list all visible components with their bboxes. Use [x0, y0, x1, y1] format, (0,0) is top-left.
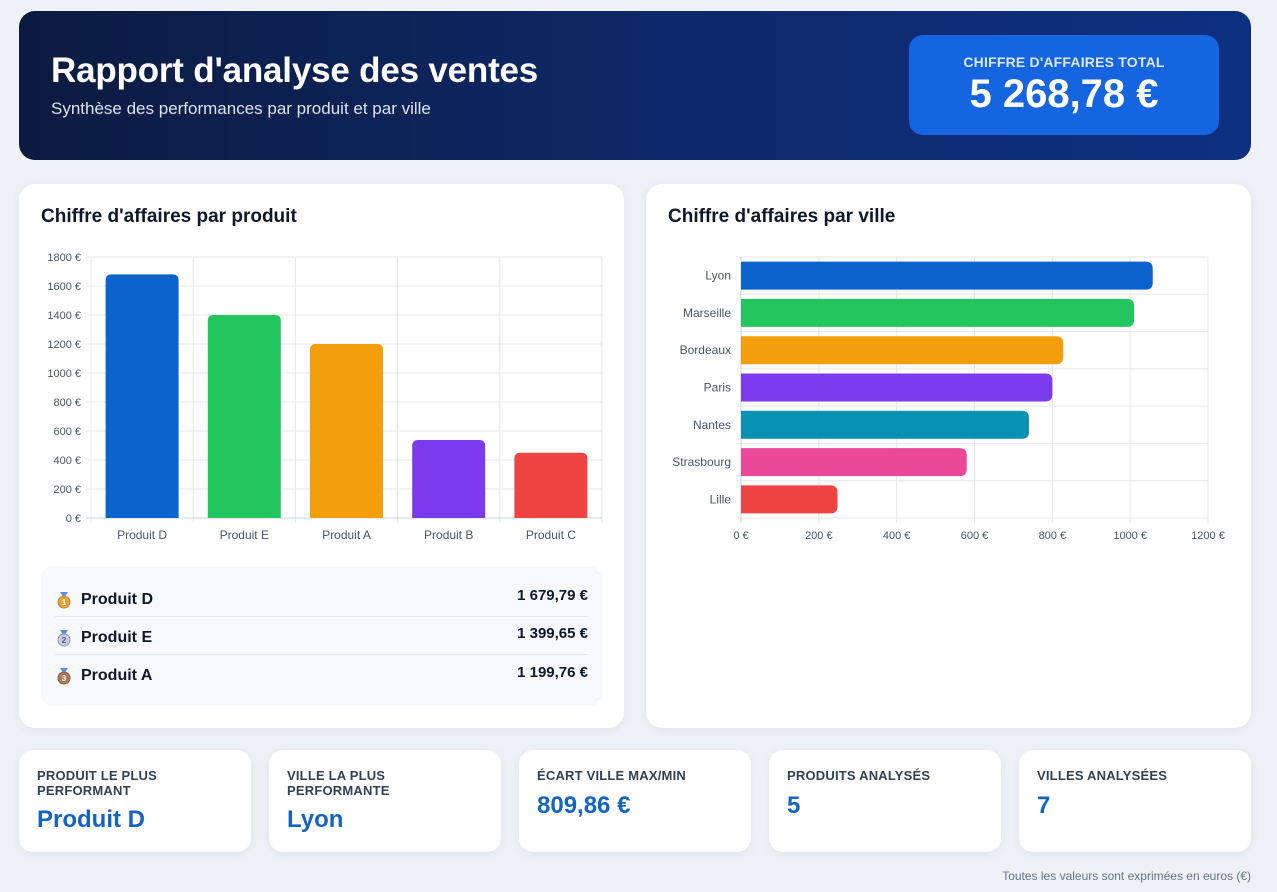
kpi-card-city-gap: ÉCART VILLE MAX/MIN 809,86 € — [519, 750, 751, 852]
y-tick-label: 1600 € — [47, 281, 81, 293]
y-tick-label: Marseille — [683, 306, 731, 320]
bar — [741, 373, 1053, 402]
list-item: 1 Produit D 1 679,79 € — [55, 579, 588, 617]
y-tick-label: 200 € — [53, 484, 81, 496]
y-tick-label: Paris — [704, 381, 731, 395]
product-bar-chart: 0 € 200 € 400 € 600 € 800 € 1000 € 1200 € 1400 … — [47, 252, 603, 542]
bronze-medal-icon: 3 — [57, 668, 71, 685]
x-tick-label: 600 € — [961, 530, 989, 542]
kpi-value: Produit D — [37, 806, 145, 833]
footer-note: Toutes les valeurs sont exprimées en eur… — [1002, 869, 1251, 883]
kpi-card-products-count: PRODUITS ANALYSÉS 5 — [769, 750, 1001, 852]
product-amount: 1 679,79 € — [517, 587, 588, 604]
y-tick-label: 1400 € — [47, 310, 81, 322]
kpi-value: 7 — [1037, 792, 1051, 819]
y-tick-label: Strasbourg — [672, 455, 731, 469]
x-tick-label: Produit D — [117, 528, 167, 542]
kpi-card-top-city: VILLE LA PLUS PERFORMANTE Lyon — [269, 750, 501, 852]
kpi-card-cities-count: VILLES ANALYSÉES 7 — [1019, 750, 1251, 852]
y-tick-label: Nantes — [693, 418, 731, 432]
kpi-value: 809,86 € — [537, 792, 631, 819]
y-tick-label: 400 € — [53, 455, 81, 467]
product-revenue-card: Chiffre d'affaires par produit 0 € 200 € 4… — [19, 184, 624, 728]
kpi-value: Lyon — [287, 806, 344, 833]
svg-text:1: 1 — [62, 598, 67, 607]
page-subtitle: Synthèse des performances par produit et… — [51, 99, 431, 118]
x-tick-label: 1000 € — [1113, 530, 1147, 542]
x-tick-label: Produit B — [424, 528, 473, 542]
x-tick-label: 400 € — [883, 530, 911, 542]
x-tick-label: 800 € — [1039, 530, 1067, 542]
bar — [741, 298, 1135, 327]
x-tick-label: Produit A — [322, 528, 371, 542]
y-tick-label: 600 € — [53, 426, 81, 438]
x-tick-label: 200 € — [805, 530, 833, 542]
bar — [514, 452, 588, 518]
bar — [105, 274, 179, 518]
top-products-list: 1 Produit D 1 679,79 € 2 Produit E 1 399… — [41, 566, 602, 706]
y-tick-label: 1800 € — [47, 252, 81, 264]
y-tick-label: Bordeaux — [680, 343, 731, 357]
product-name: Produit E — [81, 628, 153, 646]
kpi-label: ÉCART VILLE MAX/MIN — [537, 768, 686, 783]
kpi-label: PRODUITS ANALYSÉS — [787, 768, 931, 783]
total-revenue-box: CHIFFRE D'AFFAIRES TOTAL 5 268,78 € — [909, 35, 1219, 135]
x-tick-label: Produit C — [526, 528, 576, 542]
kpi-label: PRODUIT LE PLUS PERFORMANT — [37, 768, 158, 798]
y-tick-label: 0 € — [66, 513, 81, 525]
city-chart-title: Chiffre d'affaires par ville — [668, 206, 896, 227]
bar — [741, 448, 967, 477]
y-tick-label: 1000 € — [47, 368, 81, 380]
kpi-card-top-product: PRODUIT LE PLUS PERFORMANT Produit D — [19, 750, 251, 852]
product-name: Produit A — [81, 667, 153, 684]
bar — [741, 261, 1153, 290]
bar — [207, 315, 281, 518]
x-tick-label: Produit E — [220, 528, 269, 542]
list-item: 2 Produit E 1 399,65 € — [55, 617, 588, 655]
city-revenue-card: Chiffre d'affaires par ville 0 € 200 € 400… — [646, 184, 1251, 728]
svg-text:2: 2 — [62, 636, 67, 645]
gold-medal-icon: 1 — [57, 591, 71, 608]
page-title: Rapport d'analyse des ventes — [51, 51, 539, 90]
list-item: 3 Produit A 1 199,76 € — [55, 655, 588, 693]
city-bar-chart: 0 € 200 € 400 € 600 € 800 € 1000 € 1200 € Lyon M… — [672, 256, 1225, 542]
total-revenue-value: 5 268,78 € — [969, 72, 1159, 116]
bar — [310, 344, 383, 518]
kpi-label: VILLES ANALYSÉES — [1037, 768, 1168, 783]
kpi-value: 5 — [787, 792, 801, 819]
x-tick-label: 1200 € — [1191, 530, 1225, 542]
product-name: Produit D — [81, 590, 153, 608]
bar — [741, 485, 838, 514]
y-tick-label: Lyon — [705, 269, 731, 283]
product-chart-title: Chiffre d'affaires par produit — [41, 206, 297, 227]
svg-text:3: 3 — [62, 674, 67, 683]
silver-medal-icon: 2 — [57, 629, 71, 646]
product-amount: 1 199,76 € — [517, 663, 588, 681]
y-tick-label: 800 € — [53, 397, 81, 409]
x-tick-label: 0 € — [733, 530, 748, 542]
report-header: Rapport d'analyse des ventes Synthèse de… — [19, 11, 1251, 160]
kpi-label: VILLE LA PLUS PERFORMANTE — [287, 768, 390, 798]
y-tick-label: 1200 € — [47, 339, 81, 351]
total-revenue-label: CHIFFRE D'AFFAIRES TOTAL — [963, 54, 1165, 70]
product-amount: 1 399,65 € — [517, 625, 588, 642]
bar — [412, 439, 486, 518]
bar — [741, 336, 1064, 365]
bar — [741, 410, 1029, 439]
y-tick-label: Lille — [710, 492, 732, 506]
